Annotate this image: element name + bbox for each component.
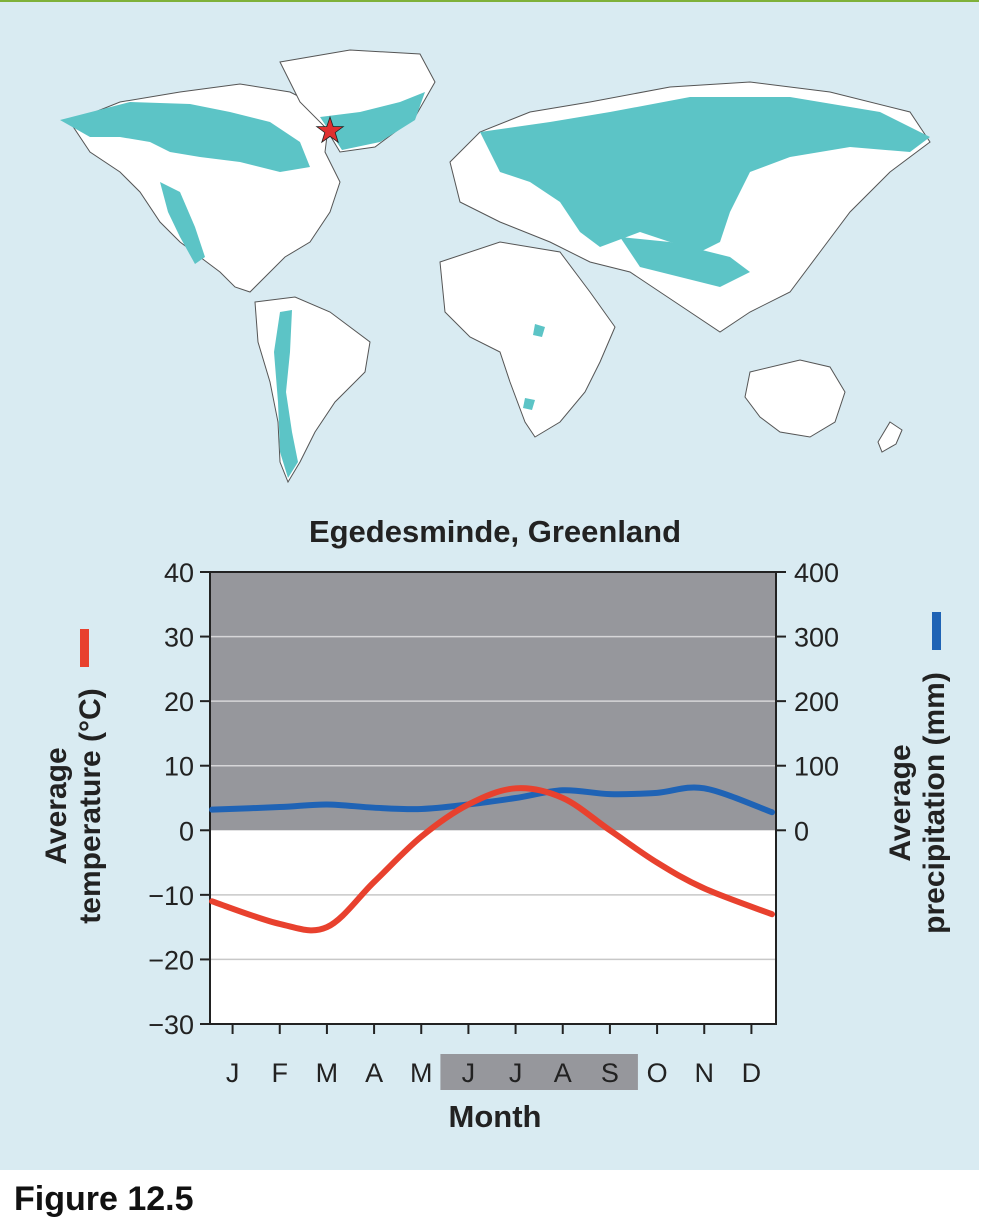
x-axis-label: Month — [449, 1099, 542, 1134]
right-axis-label-line1: Average — [884, 744, 917, 861]
africa-south-biome — [523, 398, 535, 410]
month-label: D — [742, 1058, 762, 1088]
eurasia-biome — [480, 97, 930, 252]
summer-months-highlight — [440, 1054, 638, 1090]
left-tick-label: 40 — [164, 558, 194, 588]
month-label: J — [226, 1058, 240, 1088]
left-tick-label: −30 — [148, 1010, 194, 1040]
north-america-biome — [60, 102, 310, 172]
left-tick-label: 10 — [164, 752, 194, 782]
left-tick-label: −10 — [148, 881, 194, 911]
greenland-biome — [320, 92, 425, 150]
month-label: F — [272, 1058, 289, 1088]
tibet-biome — [620, 237, 750, 287]
month-label: O — [647, 1058, 668, 1088]
africa-land — [439, 241, 616, 438]
australia-land — [744, 359, 846, 438]
temperature-line — [209, 785, 775, 934]
left-axis-label-line1: Average — [40, 747, 73, 864]
temperature-legend-swatch — [80, 629, 89, 667]
andes-biome — [274, 310, 298, 478]
precipitation-line — [209, 784, 775, 816]
figure-panel: Egedesminde, Greenland 40 30 20 10 0 −10 −20 −30… — [0, 0, 979, 1170]
world-map — [60, 49, 931, 484]
month-label: J — [462, 1058, 476, 1088]
month-label: N — [695, 1058, 715, 1088]
left-tick-label: 20 — [164, 687, 194, 717]
month-label: S — [601, 1058, 619, 1088]
chart-title: Egedesminde, Greenland — [309, 514, 681, 549]
figure-caption: Figure 12.5 — [14, 1180, 194, 1218]
right-tick-label: 200 — [794, 687, 839, 717]
precipitation-legend-swatch — [932, 612, 941, 650]
left-tick-label: −20 — [148, 945, 194, 975]
month-label: M — [316, 1058, 339, 1088]
left-tick-label: 30 — [164, 623, 194, 653]
right-tick-label: 300 — [794, 623, 839, 653]
plot-frame — [209, 571, 777, 1025]
rockies-biome — [160, 182, 205, 264]
left-axis-label-line2: temperature (°C) — [74, 688, 107, 923]
month-label: J — [509, 1058, 523, 1088]
left-tick-label: 0 — [179, 816, 194, 846]
right-tick-label: 400 — [794, 558, 839, 588]
africa-highland-biome — [533, 324, 545, 337]
month-label: A — [554, 1058, 572, 1088]
south-america-land — [254, 296, 371, 484]
right-axis-label-line2: precipitation (mm) — [918, 672, 951, 934]
right-tick-label: 100 — [794, 752, 839, 782]
month-label: A — [365, 1058, 383, 1088]
new-zealand-land — [877, 421, 903, 453]
climate-chart: Egedesminde, Greenland403020100−10−20−30… — [40, 514, 951, 1134]
location-star-icon — [315, 115, 345, 144]
month-label: M — [410, 1058, 433, 1088]
right-tick-label: 0 — [794, 816, 809, 846]
